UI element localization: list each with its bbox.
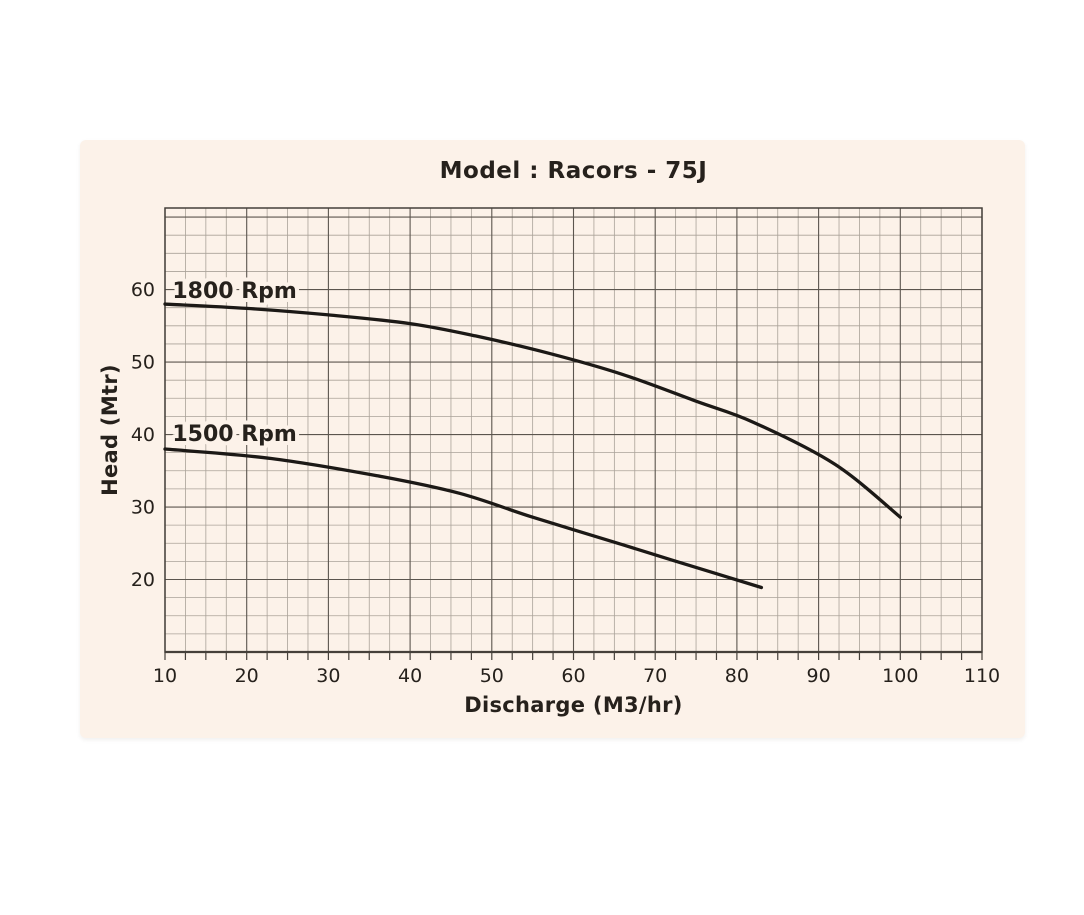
x-tick-label: 60 [561, 665, 585, 687]
x-tick-label: 80 [725, 665, 749, 687]
x-tick-label: 20 [235, 665, 259, 687]
y-tick-label: 50 [131, 352, 155, 374]
curve-label-1500-rpm: 1500 Rpm [172, 422, 297, 447]
label-layer: 1800 Rpm 1500 Rpm [168, 275, 301, 451]
chart-title: Model : Racors - 75J [439, 158, 708, 184]
y-axis-label: Head (Mtr) [98, 364, 122, 496]
x-tick-label: 40 [398, 665, 422, 687]
y-tick-label: 30 [131, 497, 155, 519]
x-axis-label: Discharge (M3/hr) [464, 693, 683, 717]
chart-panel: 10 20 30 40 50 60 70 80 90 100 110 20 30 40 50 60 1800 … [80, 140, 1025, 738]
x-tick-label: 110 [964, 665, 1000, 687]
x-tick-label: 50 [480, 665, 504, 687]
x-tick-label: 100 [882, 665, 918, 687]
curve-1800-rpm [163, 302, 902, 519]
curve-label-1800-rpm: 1800 Rpm [172, 279, 297, 304]
curve-layer [163, 302, 902, 590]
curve-1500-rpm [163, 447, 764, 590]
y-tick-label: 60 [131, 279, 155, 301]
x-tick-label: 10 [153, 665, 177, 687]
y-tick-label: 20 [131, 569, 155, 591]
y-tick-label: 40 [131, 424, 155, 446]
pump-performance-chart: 10 20 30 40 50 60 70 80 90 100 110 20 30 40 50 60 1800 … [131, 207, 1000, 687]
axis-layer: 10 20 30 40 50 60 70 80 90 100 110 20 30 40 50 60 [131, 207, 1000, 687]
x-tick-label: 70 [643, 665, 667, 687]
x-tick-label: 90 [807, 665, 831, 687]
x-tick-label: 30 [316, 665, 340, 687]
